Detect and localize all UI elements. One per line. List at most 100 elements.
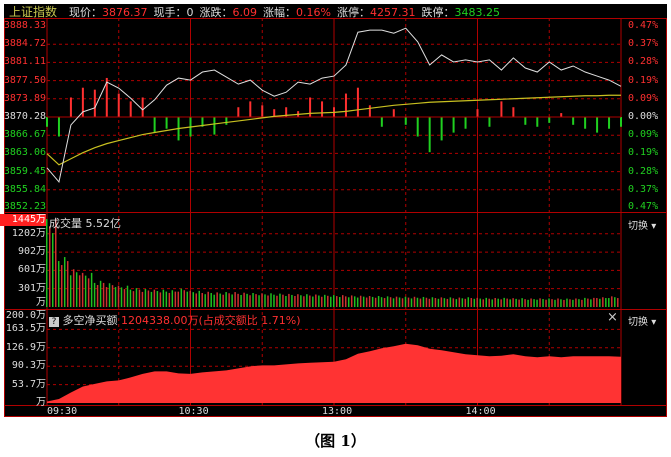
volume-bar (599, 298, 601, 307)
price-tick-label: 3859.45 (3, 165, 46, 177)
net-tick-label: 200.0万 (5, 310, 46, 321)
volume-bar (96, 285, 99, 307)
volume-bar (261, 293, 263, 307)
strength-bar (249, 101, 252, 117)
volume-bar (527, 299, 529, 307)
strength-bar (81, 87, 84, 117)
volume-bar (479, 298, 481, 307)
strength-bar (213, 117, 216, 135)
price-tick-label: 3877.50 (3, 74, 46, 86)
strength-bar (536, 117, 539, 127)
volume-bar (49, 226, 51, 307)
volume-tick-label: 601万 (17, 264, 46, 276)
volume-bar (309, 295, 311, 307)
volume-bar (234, 292, 236, 307)
strength-bar (368, 105, 371, 117)
strength-bar (46, 117, 48, 127)
volume-bar (380, 297, 383, 307)
volume-bar (476, 297, 478, 307)
volume-bar (581, 299, 583, 307)
strength-bar (608, 117, 611, 129)
volume-bar (285, 296, 287, 307)
price-tick-label: 3873.89 (3, 92, 46, 104)
volume-bar (377, 296, 380, 307)
volume-bar (452, 298, 455, 307)
time-tick-label: 10:30 (178, 406, 209, 417)
volume-bar (428, 298, 431, 307)
volume-tick-label: 1202万 (11, 227, 46, 239)
strength-bar (464, 117, 467, 129)
volume-bar (168, 292, 171, 307)
volume-bar (398, 297, 401, 307)
volume-bar (252, 292, 254, 307)
strength-bar (392, 109, 395, 117)
dropdown-arrow-icon: ▾ (651, 221, 657, 232)
volume-bar (57, 261, 60, 307)
volume-bar (545, 299, 547, 307)
volume-bar (401, 298, 404, 307)
volume-bar (374, 297, 377, 307)
volume-bar (312, 296, 314, 307)
strength-bar (285, 107, 288, 117)
price-line (46, 27, 622, 184)
strength-bar (500, 101, 503, 117)
strength-bar (620, 117, 622, 127)
volume-bar (416, 297, 419, 307)
volume-bar (60, 265, 63, 307)
volume-bar (365, 297, 368, 307)
net-switch-button[interactable]: 切换 ▾ (628, 313, 656, 328)
volume-bar (575, 298, 577, 307)
quote-header: 上证指数 现价：3876.37 现手：0 涨跌：6.09 涨幅：0.16% 涨停… (9, 4, 500, 19)
strength-bar (309, 97, 312, 117)
volume-bar (189, 290, 191, 307)
volume-switch-button[interactable]: 切换 ▾ (628, 217, 656, 232)
volume-bar (264, 294, 266, 307)
strength-bar (512, 107, 515, 117)
volume-bar (72, 269, 75, 307)
strength-bar (69, 97, 72, 117)
strength-bar (380, 117, 383, 127)
time-tick-label: 09:30 (47, 406, 78, 417)
volume-bar (551, 299, 553, 307)
volume-bar (258, 295, 260, 307)
change-value: 6.09 (232, 5, 258, 19)
strength-bar (129, 101, 132, 117)
volume-bar (303, 296, 305, 307)
volume-bar (521, 298, 523, 307)
volume-bar (605, 298, 607, 307)
volume-bar (174, 291, 177, 307)
volume-bar (291, 294, 293, 307)
close-icon[interactable]: × (607, 310, 618, 325)
volume-panel-title: 成交量 5.52亿 (49, 215, 121, 231)
volume-bar (413, 296, 416, 307)
volume-bar (518, 299, 520, 307)
volume-bar (342, 295, 344, 307)
volume-bar (602, 297, 604, 307)
net-tick-label: 90.3万 (11, 360, 46, 372)
volume-bar (93, 282, 96, 307)
volume-bar (75, 272, 78, 307)
volume-bar (437, 298, 440, 307)
volume-bar (69, 275, 72, 307)
pct-tick-label: 0.00% (628, 111, 659, 122)
volume-tick-label: 301万 (17, 282, 46, 294)
volume-bar (129, 289, 132, 307)
pct-tick-label: 0.37% (628, 183, 659, 195)
volume-bar (554, 299, 556, 307)
strength-bar (225, 117, 228, 125)
volume-bar (446, 298, 449, 307)
strength-bar (452, 117, 455, 133)
volume-bar (353, 296, 356, 307)
pct-tick-label: 0.09% (628, 129, 659, 141)
volume-bar (467, 297, 470, 307)
limit-down-value: 3483.25 (454, 5, 500, 19)
help-icon[interactable]: ? (49, 317, 59, 327)
volume-bar (195, 293, 197, 307)
strength-bar (105, 77, 108, 117)
volume-bar (500, 299, 502, 307)
strength-bar (344, 93, 347, 117)
price-tick-label: 3855.84 (3, 183, 46, 195)
volume-bar (530, 298, 532, 307)
pct-tick-label: 0.28% (628, 165, 659, 177)
